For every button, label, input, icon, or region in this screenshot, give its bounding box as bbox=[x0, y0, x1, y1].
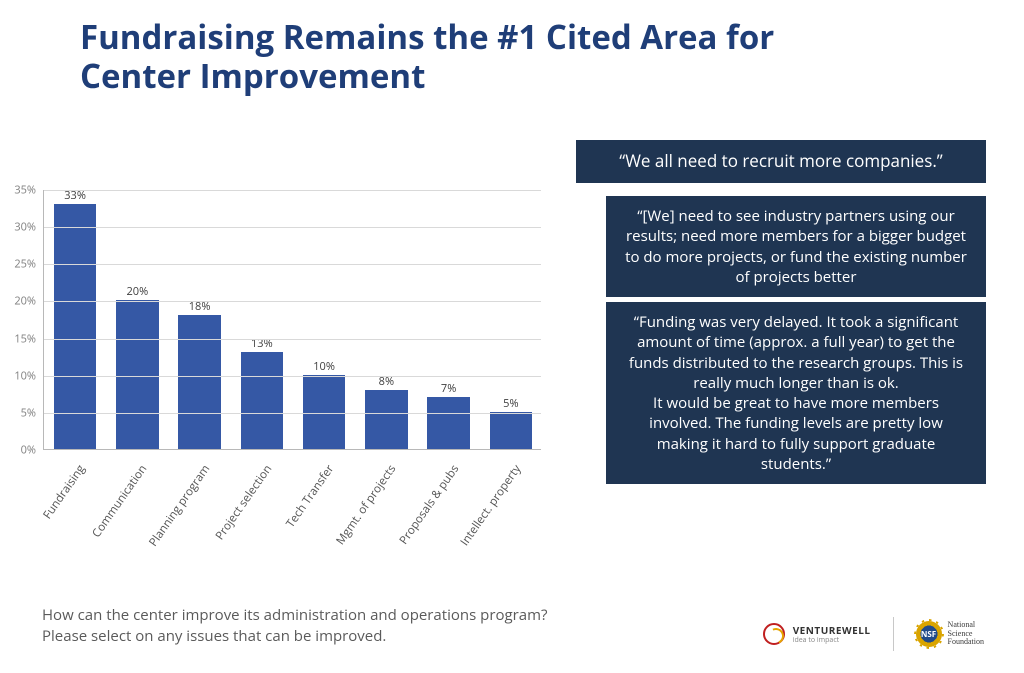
chart-x-tick-label: Planning program bbox=[145, 462, 212, 549]
chart-x-tick-label: Proposals & pubs bbox=[396, 462, 462, 547]
chart-y-tick-label: 0% bbox=[21, 443, 36, 458]
chart-bar: 7% bbox=[427, 397, 469, 449]
nsf-line3: Foundation bbox=[948, 638, 984, 646]
chart-x-tick-label: Fundraising bbox=[40, 462, 88, 522]
logo-divider bbox=[893, 617, 894, 651]
chart-x-tick-label: Mgmt. of projects bbox=[333, 462, 399, 548]
chart-bar-value-label: 10% bbox=[303, 359, 345, 374]
footer-question-line1: How can the center improve its administr… bbox=[42, 605, 602, 626]
chart-bar: 8% bbox=[365, 390, 407, 449]
quote-box-2: “[We] need to see industry partners usin… bbox=[606, 196, 986, 297]
quote-box-3: “Funding was very delayed. It took a sig… bbox=[606, 302, 986, 484]
chart-y-tick-label: 15% bbox=[14, 331, 36, 346]
quote-box-1: “We all need to recruit more companies.” bbox=[576, 140, 986, 183]
chart-gridline bbox=[44, 227, 541, 228]
chart-gridline bbox=[44, 413, 541, 414]
chart-gridline bbox=[44, 376, 541, 377]
chart-y-tick-label: 5% bbox=[21, 405, 36, 420]
slide: Fundraising Remains the #1 Cited Area fo… bbox=[0, 0, 1024, 673]
chart-y-tick-label: 30% bbox=[14, 220, 36, 235]
venturewell-tagline: idea to impact bbox=[793, 637, 871, 644]
nsf-text: National Science Foundation bbox=[948, 621, 984, 646]
venturewell-mark-icon bbox=[763, 623, 785, 645]
nsf-logo: NSF National Science Foundation bbox=[916, 621, 984, 647]
chart-gridline bbox=[44, 190, 541, 191]
chart-y-tick-label: 20% bbox=[14, 294, 36, 309]
nsf-mark-icon: NSF bbox=[916, 621, 942, 647]
improvement-bar-chart: 0%5%10%15%20%25%30%35% 33%20%18%13%10%8%… bbox=[8, 190, 544, 560]
slide-title: Fundraising Remains the #1 Cited Area fo… bbox=[80, 18, 840, 96]
venturewell-logo: VENTUREWELL idea to impact bbox=[763, 623, 871, 645]
chart-x-tick-label: Project selection bbox=[212, 462, 275, 543]
chart-y-tick-label: 10% bbox=[14, 368, 36, 383]
chart-x-tick-label: Communication bbox=[89, 462, 150, 541]
chart-x-tick-label: Tech Transfer bbox=[283, 462, 337, 531]
venturewell-name: VENTUREWELL bbox=[793, 625, 871, 635]
chart-y-tick-label: 25% bbox=[14, 257, 36, 272]
chart-y-tick-label: 35% bbox=[14, 183, 36, 198]
chart-bars: 33%20%18%13%10%8%7%5% bbox=[44, 190, 541, 449]
chart-bar-value-label: 7% bbox=[427, 381, 469, 396]
footer-logos: VENTUREWELL idea to impact NSF National … bbox=[763, 617, 984, 651]
chart-y-axis: 0%5%10%15%20%25%30%35% bbox=[8, 190, 40, 450]
footer-question-line2: Please select on any issues that can be … bbox=[42, 626, 602, 647]
chart-x-tick-label: Intellect. property bbox=[457, 462, 524, 549]
chart-gridline bbox=[44, 301, 541, 302]
chart-bar-value-label: 5% bbox=[490, 396, 532, 411]
chart-gridline bbox=[44, 264, 541, 265]
chart-plot-area: 33%20%18%13%10%8%7%5% bbox=[43, 190, 541, 450]
chart-bar: 13% bbox=[241, 352, 283, 449]
chart-bar: 5% bbox=[490, 412, 532, 449]
footer-question: How can the center improve its administr… bbox=[42, 605, 602, 647]
chart-x-axis: FundraisingCommunicationPlanning program… bbox=[43, 452, 541, 562]
chart-gridline bbox=[44, 339, 541, 340]
venturewell-text: VENTUREWELL idea to impact bbox=[793, 625, 871, 644]
chart-bar: 18% bbox=[178, 315, 220, 449]
chart-bar-value-label: 20% bbox=[116, 284, 158, 299]
